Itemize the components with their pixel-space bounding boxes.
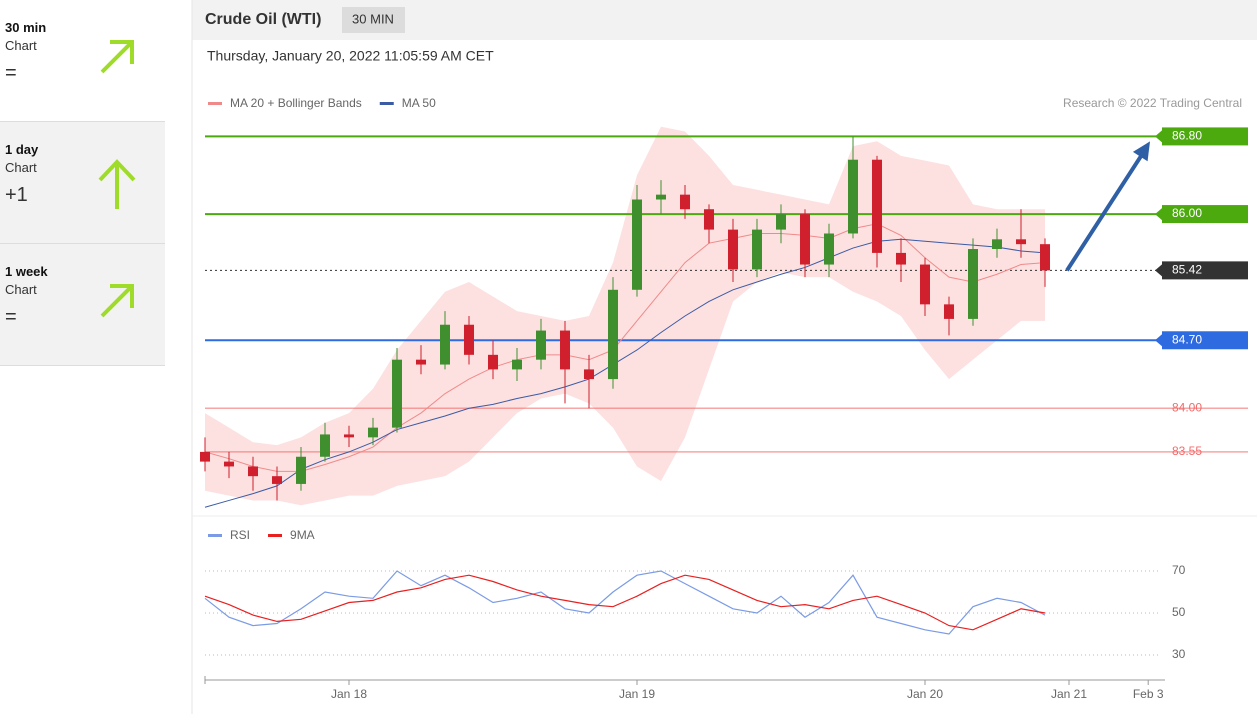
legend-swatch [208,534,222,537]
x-tick-label: Feb 3 [1133,687,1164,701]
candle-body [392,359,402,428]
x-tick-label: Jan 20 [907,687,943,701]
rsi-line [204,570,1046,635]
change: = [5,306,17,328]
candle-body [824,233,834,265]
candle-body [248,466,258,477]
rsi-tick-label: 30 [1172,647,1186,661]
level-label: 86.00 [1172,206,1202,220]
subtitle: Thursday, January 20, 2022 11:05:59 AM C… [207,48,494,64]
candle-body [728,229,738,270]
candle-body [752,229,762,270]
candle-body [320,434,330,457]
credit: Research © 2022 Trading Central [1063,96,1242,110]
timeframe-badge [342,7,405,33]
ma-line [204,238,1046,508]
candle-body [368,427,378,438]
candle-body [872,159,882,253]
legend-label: MA 50 [402,96,436,110]
candle-body [680,194,690,210]
candle-body [1016,239,1026,245]
projection-arrowhead [1132,141,1150,162]
x-tick-label: Jan 19 [619,687,655,701]
candle-body [464,324,474,355]
rsi-tick-label: 50 [1172,605,1186,619]
rsi-line [204,574,1046,631]
candle-body [560,330,570,370]
x-tick-label: Jan 18 [331,687,367,701]
candle-body [608,289,618,380]
candle-body [1040,244,1050,271]
level-label: 84.00 [1172,400,1202,414]
bollinger-band [205,126,1045,506]
x-tick-label: Jan 21 [1051,687,1087,701]
legend-label: MA 20 + Bollinger Bands [230,96,362,110]
label: Chart [5,282,37,297]
candle-body [200,451,210,462]
level-box [1162,331,1248,350]
arrow-icon [100,284,134,318]
candle-body [968,249,978,319]
candle-body [656,194,666,200]
timeframe: 30 MIN [352,11,394,26]
chart-title: Crude Oil (WTI) [205,11,321,28]
level-label: 86.80 [1172,129,1202,143]
candle-body [512,359,522,370]
level-box-pointer [1155,130,1162,143]
change: +1 [5,184,28,206]
candle-body [272,476,282,484]
label: Chart [5,160,37,175]
arrow-icon [98,159,136,209]
legend-swatch [379,102,394,105]
legend-label: 9MA [290,528,315,542]
candle-body [632,199,642,290]
legend-swatch [208,102,222,105]
rsi-tick-label: 70 [1172,563,1186,577]
timeframe-item[interactable]: 30 min Chart = [0,0,165,122]
level-label: 84.70 [1172,332,1202,346]
projection-arrow [1065,150,1146,272]
candle-body [848,159,858,234]
legend-label: RSI [230,528,250,542]
candle-body [944,304,954,319]
period: 1 day [5,142,39,157]
sidebar: 30 min Chart = 1 day Chart +1 1 week Cha… [0,0,165,366]
candle-body [440,324,450,365]
candle-body [920,264,930,305]
candle-body [584,369,594,380]
change: = [5,62,17,84]
level-box-pointer [1155,208,1162,221]
candle-body [896,252,906,265]
candle-body [992,239,1002,250]
candle-body [800,214,810,265]
candle-body [776,214,786,230]
candle-body [416,359,426,365]
level-box [1162,261,1248,280]
candle-body [704,209,714,230]
level-box [1162,205,1248,224]
candle-body [344,434,354,438]
level-box [1162,127,1248,146]
period: 30 min [5,20,47,35]
candle-body [224,461,234,467]
level-box-pointer [1155,264,1162,277]
level-label: 85.42 [1172,263,1202,277]
level-box-pointer [1155,334,1162,347]
candle-body [296,456,306,484]
legend-swatch [268,534,283,537]
level-label: 83.55 [1172,444,1202,458]
arrow-icon [100,40,134,74]
timeframe-item[interactable]: 1 day Chart +1 [0,122,165,244]
label: Chart [5,38,37,53]
candle-body [536,330,546,360]
period: 1 week [5,264,48,279]
candle-body [488,354,498,370]
timeframe-item[interactable]: 1 week Chart = [0,244,165,366]
